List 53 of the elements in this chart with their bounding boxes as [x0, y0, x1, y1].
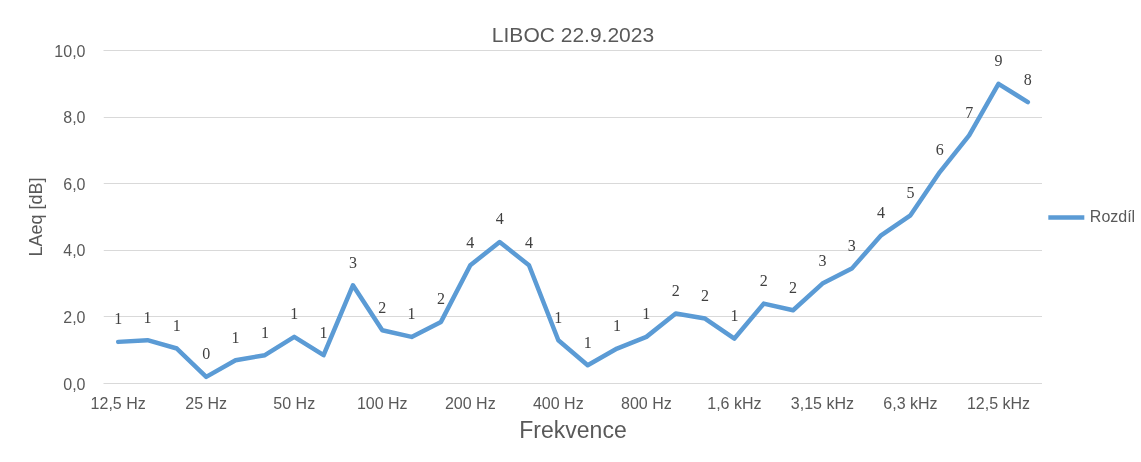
data-label: 4: [466, 233, 475, 251]
x-tick-label: 100 Hz: [356, 394, 408, 412]
data-label: 1: [407, 305, 416, 323]
y-tick-label: 8,0: [63, 109, 86, 127]
x-tick-label: 400 Hz: [532, 394, 584, 412]
y-tick-label: 6,0: [63, 175, 86, 193]
data-label: 6: [935, 140, 944, 158]
data-label: 2: [378, 298, 387, 316]
x-tick-label: 25 Hz: [185, 394, 228, 412]
x-tick-label: 1,6 kHz: [707, 394, 762, 412]
data-label: 3: [348, 253, 357, 271]
data-label: 2: [759, 272, 768, 290]
data-label: 1: [143, 308, 152, 326]
data-label: 1: [231, 328, 240, 346]
data-label: 5: [906, 183, 915, 201]
data-label: 9: [994, 52, 1003, 70]
y-tick-label: 2,0: [63, 308, 86, 326]
data-label: 2: [436, 290, 445, 308]
x-tick-label: 3,15 kHz: [790, 394, 854, 412]
data-label: 1: [554, 308, 563, 326]
x-tick-label: 12,5 kHz: [966, 394, 1031, 412]
y-tick-label: 4,0: [63, 242, 86, 260]
data-label: 1: [642, 305, 651, 323]
data-label: 0: [202, 345, 211, 363]
data-label: 1: [583, 333, 592, 351]
x-tick-label: 50 Hz: [273, 394, 316, 412]
data-label: 1: [319, 323, 328, 341]
x-tick-label: 6,3 kHz: [883, 394, 938, 412]
data-label: 1: [730, 307, 739, 325]
data-label: 4: [524, 233, 533, 251]
data-label: 1: [613, 317, 622, 335]
data-label: 1: [172, 317, 181, 335]
data-label: 8: [1023, 70, 1032, 88]
data-label: 3: [818, 252, 827, 270]
y-tick-label: 10,0: [54, 42, 86, 60]
data-label: 1: [290, 305, 299, 323]
data-label: 2: [789, 278, 798, 296]
chart-title: LIBOC 22.9.2023: [491, 22, 655, 46]
y-tick-label: 0,0: [63, 375, 86, 393]
data-label: 7: [965, 103, 974, 121]
x-tick-label: 800 Hz: [621, 394, 672, 412]
x-tick-label: 12,5 Hz: [90, 394, 146, 412]
x-axis-title: Frekvence: [519, 416, 627, 443]
data-label: 4: [877, 203, 886, 221]
data-label: 1: [260, 323, 269, 341]
data-label: 2: [671, 282, 680, 300]
data-label: 1: [114, 310, 123, 328]
x-tick-label: 200 Hz: [444, 394, 496, 412]
data-label: 2: [701, 287, 710, 305]
y-axis-title: LAeq [dB]: [26, 177, 47, 257]
data-label: 3: [847, 237, 856, 255]
data-label: 4: [495, 210, 504, 228]
legend-label: Rozdíl: [1089, 207, 1136, 226]
